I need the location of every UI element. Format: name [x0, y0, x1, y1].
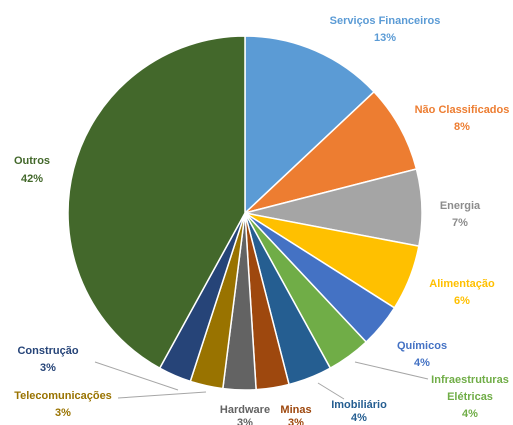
pie-slices [67, 35, 423, 391]
slice-percent-label: 3% [288, 417, 304, 425]
pie-slice-outros [67, 35, 246, 370]
slice-label: Elétricas [447, 391, 493, 403]
slice-label: Minas [280, 404, 311, 416]
slice-label: Hardware [220, 404, 270, 416]
leader-line [94, 361, 179, 391]
slice-percent-label: 4% [462, 408, 478, 420]
slice-label: Imobiliário [331, 399, 387, 411]
slice-percent-label: 3% [40, 362, 56, 374]
slice-label: Construção [17, 345, 78, 357]
slice-label: Outros [14, 155, 50, 167]
slice-label: Não Classificados [415, 104, 510, 116]
slice-label: Infraestruturas [431, 374, 509, 386]
data-labels: Serviços Financeiros 13% Não Classificados… [14, 15, 509, 425]
slice-percent-label: 7% [452, 217, 468, 229]
slice-label: Químicos [397, 340, 447, 352]
slice-percent-label: 13% [374, 32, 396, 44]
leader-line [354, 361, 429, 380]
leader-line [317, 382, 345, 400]
leader-lines [94, 361, 429, 400]
leader-line [117, 391, 207, 399]
slice-label: Telecomunicações [14, 390, 112, 402]
slice-percent-label: 3% [55, 407, 71, 419]
slice-label: Alimentação [429, 278, 495, 290]
slice-label: Serviços Financeiros [330, 15, 441, 27]
slice-percent-label: 4% [414, 357, 430, 369]
slice-percent-label: 3% [237, 417, 253, 425]
pie-slice-n-o-classificados [244, 90, 418, 214]
slice-percent-label: 6% [454, 295, 470, 307]
slice-percent-label: 8% [454, 121, 470, 133]
slice-percent-label: 42% [21, 173, 43, 185]
pie-slice-servi-os-financeiros [244, 35, 376, 215]
slice-percent-label: 4% [351, 412, 367, 424]
slice-label: Energia [440, 200, 481, 212]
